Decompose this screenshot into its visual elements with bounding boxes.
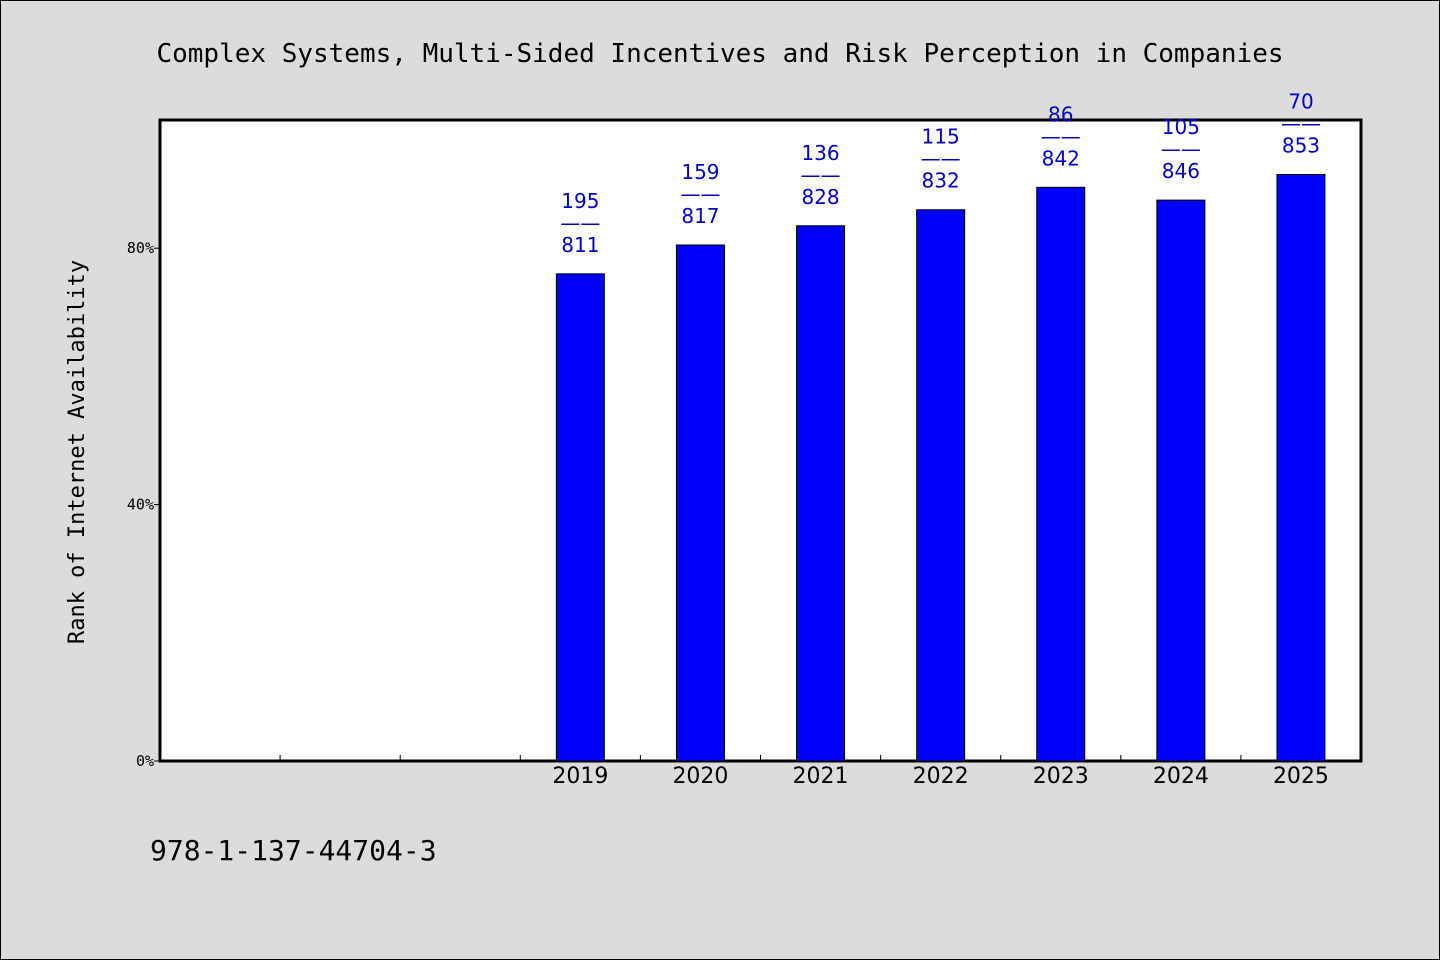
bar-2021 [796,225,846,762]
data-label-top-2019: 195 [561,189,599,213]
chart-title: Complex Systems, Multi-Sided Incentives … [156,39,1283,69]
ticks-layer: 0% 40% 80% 2019 2020 2021 2022 2023 2024 2025 [127,239,1329,789]
data-label-top-2021: 136 [801,141,839,165]
x-tick-label-2024: 2024 [1153,764,1209,789]
data-label-bottom-2023: 842 [1042,146,1080,170]
isbn-footer: 978-1-137-44704-3 [150,834,437,867]
bar-2024 [1156,199,1206,762]
x-tick-label-2019: 2019 [552,764,608,789]
bar-2023 [1036,186,1086,762]
y-axis-label: Rank of Internet Availability [65,260,90,644]
data-label-separator: —— [1281,111,1321,135]
x-tick-label-2020: 2020 [672,764,728,789]
data-label-separator: —— [1161,137,1201,161]
bar-2025 [1276,173,1326,762]
x-tick-label-2022: 2022 [913,764,969,789]
data-label-bottom-2020: 817 [681,204,719,228]
data-label-bottom-2019: 811 [561,233,599,257]
bar-2019 [555,273,605,762]
data-label-bottom-2025: 853 [1282,133,1320,157]
data-label-separator: —— [680,182,720,206]
bar-2020 [675,244,725,762]
data-label-separator: —— [921,147,961,171]
data-label-top-2024: 105 [1162,115,1200,139]
data-label-separator: —— [560,211,600,235]
data-label-separator: —— [1041,124,1081,148]
bar-2022 [916,209,966,762]
data-label-top-2023: 86 [1048,102,1073,126]
x-tick-label-2025: 2025 [1273,764,1329,789]
y-tick-label: 40% [127,496,154,514]
data-label-top-2022: 115 [922,125,960,149]
y-tick-label: 80% [127,239,154,257]
x-tick-label-2023: 2023 [1033,764,1089,789]
data-label-top-2025: 70 [1288,89,1313,113]
data-label-bottom-2021: 828 [801,185,839,209]
x-tick-label-2021: 2021 [793,764,849,789]
bars-layer [555,173,1326,762]
data-label-bottom-2024: 846 [1162,159,1200,183]
y-tick-label: 0% [136,752,154,770]
labels-layer: 195——811159——817136——828115——83286——8421… [560,89,1321,256]
data-label-separator: —— [801,163,841,187]
data-label-bottom-2022: 832 [922,169,960,193]
data-label-top-2020: 159 [681,160,719,184]
